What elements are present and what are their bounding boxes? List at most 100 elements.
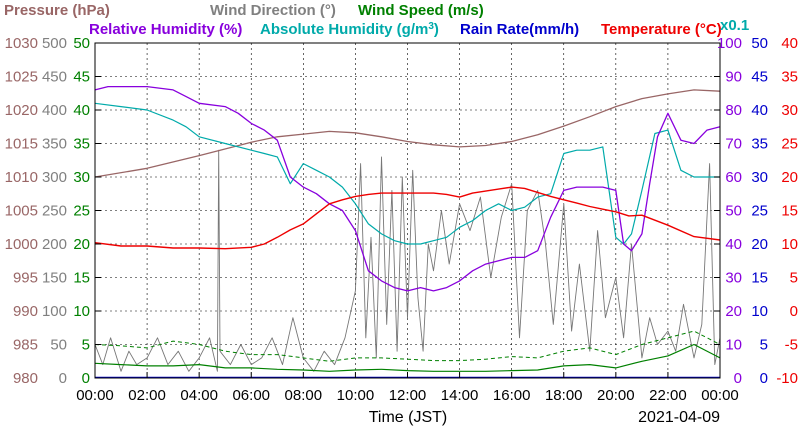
y-tick-label: 30 bbox=[725, 270, 742, 287]
series-line bbox=[94, 330, 721, 362]
x-tick-label: 08:00 bbox=[285, 387, 323, 404]
y-tick-label: 10 bbox=[725, 337, 742, 354]
x-tick-label: 20:00 bbox=[597, 387, 635, 404]
legend: Pressure (hPa) Wind Direction (°) Wind Spe… bbox=[4, 2, 722, 38]
y-tick-label: 10 bbox=[751, 303, 768, 320]
series-line bbox=[94, 102, 720, 245]
legend-item-close: ) bbox=[434, 21, 439, 38]
legend-item-name: Temperature (°C) bbox=[601, 21, 722, 38]
series-line bbox=[94, 186, 721, 250]
x-axis-label: Time (JST) bbox=[369, 409, 448, 426]
legend-item: Pressure (hPa) bbox=[4, 2, 110, 19]
legend-item: Relative Humidity (%) bbox=[89, 21, 242, 38]
y-tick-label: 100 bbox=[717, 35, 742, 52]
series-line bbox=[94, 89, 721, 178]
y-tick-label: 10 bbox=[73, 303, 90, 320]
y-tick-label: 980 bbox=[13, 370, 38, 387]
legend-item: Absolute Humidity (g/m3) bbox=[260, 21, 439, 39]
y-tick-label: 30 bbox=[73, 169, 90, 186]
y-tick-label: 5 bbox=[790, 270, 798, 287]
y-tick-label: 40 bbox=[725, 236, 742, 253]
y-tick-label: 1015 bbox=[5, 136, 38, 153]
y-tick-label: 40 bbox=[751, 102, 768, 119]
y-tick-label: 250 bbox=[42, 203, 67, 220]
y-tick-label: -5 bbox=[785, 337, 798, 354]
x-tick-label: 10:00 bbox=[337, 387, 375, 404]
y-tick-label: 1005 bbox=[5, 203, 38, 220]
axis-note: x0.1 bbox=[720, 17, 749, 34]
y-tick-label: 20 bbox=[725, 303, 742, 320]
y-tick-label: 0 bbox=[734, 370, 742, 387]
legend-item: Temperature (°C) bbox=[601, 21, 722, 38]
y-tick-label: 45 bbox=[73, 69, 90, 86]
y-tick-label: 450 bbox=[42, 69, 67, 86]
y-tick-label: 0 bbox=[59, 370, 67, 387]
x-tick-label: 22:00 bbox=[649, 387, 687, 404]
series-line bbox=[94, 343, 721, 372]
y-tick-label: 150 bbox=[42, 270, 67, 287]
y-tick-label: 20 bbox=[73, 236, 90, 253]
y-tick-label: 20 bbox=[751, 236, 768, 253]
y-tick-label: 350 bbox=[42, 136, 67, 153]
y-tick-label: 200 bbox=[42, 236, 67, 253]
x-tick-label: 00:00 bbox=[701, 387, 739, 404]
y-tick-label: 25 bbox=[751, 203, 768, 220]
y-tick-label: 90 bbox=[725, 69, 742, 86]
series-line bbox=[94, 85, 721, 292]
y-tick-label: 20 bbox=[781, 169, 798, 186]
y-axes: 9809859909951000100510101015102010251030… bbox=[5, 35, 798, 387]
y-tick-label: 25 bbox=[781, 136, 798, 153]
x-tick-label: 04:00 bbox=[180, 387, 218, 404]
x-tick-label: 02:00 bbox=[128, 387, 166, 404]
y-tick-label: 0 bbox=[760, 370, 768, 387]
y-tick-label: 40 bbox=[781, 35, 798, 52]
y-tick-label: 15 bbox=[73, 270, 90, 287]
y-tick-label: 400 bbox=[42, 102, 67, 119]
y-tick-label: 995 bbox=[13, 270, 38, 287]
legend-item: Wind Speed (m/s) bbox=[358, 2, 484, 19]
legend-item-name: Relative Humidity (%) bbox=[89, 21, 242, 38]
y-tick-label: 1020 bbox=[5, 102, 38, 119]
y-tick-label: 500 bbox=[42, 35, 67, 52]
y-tick-label: 40 bbox=[73, 102, 90, 119]
y-tick-label: 50 bbox=[751, 35, 768, 52]
y-tick-label: 5 bbox=[82, 337, 90, 354]
x-tick-label: 12:00 bbox=[389, 387, 427, 404]
x-tick-label: 00:00 bbox=[76, 387, 114, 404]
date-label: 2021-04-09 bbox=[638, 409, 720, 426]
legend-item-name: Absolute Humidity (g/m bbox=[260, 21, 428, 38]
y-tick-label: 35 bbox=[751, 136, 768, 153]
y-tick-label: -10 bbox=[776, 370, 798, 387]
y-tick-label: 1010 bbox=[5, 169, 38, 186]
series-line bbox=[94, 149, 721, 372]
y-tick-label: 1000 bbox=[5, 236, 38, 253]
legend-item-name: Wind Direction (°) bbox=[210, 2, 336, 19]
y-tick-label: 25 bbox=[73, 203, 90, 220]
legend-item-sup: 3 bbox=[428, 21, 434, 32]
y-tick-label: 80 bbox=[725, 102, 742, 119]
y-tick-label: 15 bbox=[751, 270, 768, 287]
y-tick-label: 990 bbox=[13, 303, 38, 320]
y-tick-label: 15 bbox=[781, 203, 798, 220]
x-tick-label: 16:00 bbox=[493, 387, 531, 404]
y-tick-label: 300 bbox=[42, 169, 67, 186]
y-tick-label: 1030 bbox=[5, 35, 38, 52]
axis-note-text: x0.1 bbox=[720, 17, 749, 34]
y-tick-label: 1025 bbox=[5, 69, 38, 86]
y-tick-label: 50 bbox=[50, 337, 67, 354]
legend-item: Wind Direction (°) bbox=[210, 2, 336, 19]
x-tick-label: 06:00 bbox=[232, 387, 270, 404]
grid bbox=[95, 43, 720, 378]
y-tick-label: 70 bbox=[725, 136, 742, 153]
y-tick-label: 100 bbox=[42, 303, 67, 320]
legend-item-name: Pressure (hPa) bbox=[4, 2, 110, 19]
y-tick-label: 35 bbox=[73, 136, 90, 153]
x-axis: 00:00 02:00 04:00 06:00 08:00 10:00 12:00 14:00… bbox=[76, 372, 739, 404]
y-tick-label: 45 bbox=[751, 69, 768, 86]
y-tick-label: 30 bbox=[781, 102, 798, 119]
y-tick-label: 30 bbox=[751, 169, 768, 186]
y-tick-label: 985 bbox=[13, 337, 38, 354]
y-tick-label: 10 bbox=[781, 236, 798, 253]
y-tick-label: 0 bbox=[82, 370, 90, 387]
